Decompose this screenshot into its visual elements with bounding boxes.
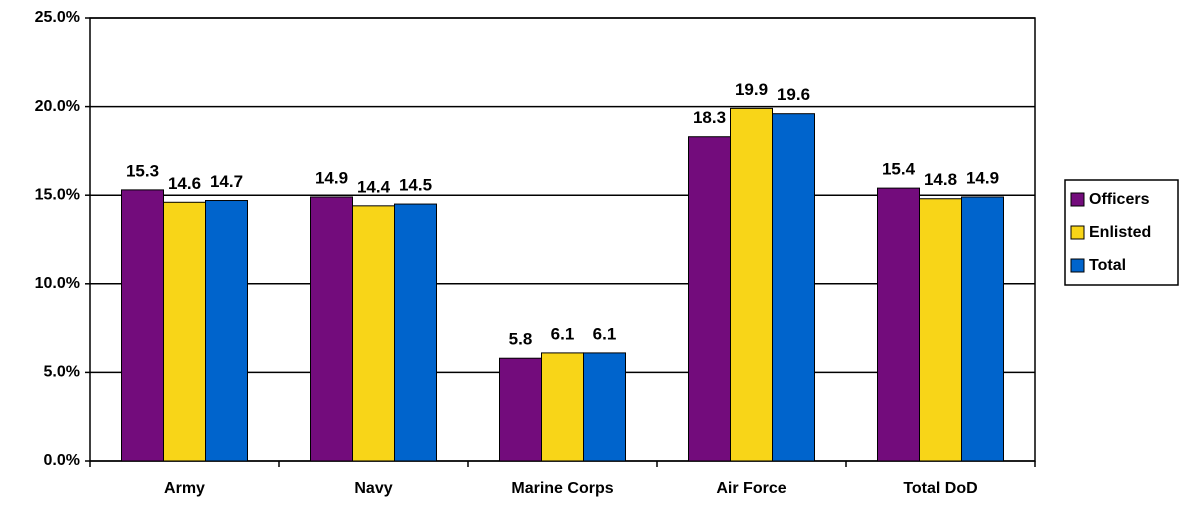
y-tick-label: 10.0%: [35, 275, 80, 292]
value-label: 6.1: [593, 324, 617, 343]
value-label: 14.9: [315, 168, 348, 187]
legend-label: Officers: [1089, 191, 1150, 208]
y-tick-label: 5.0%: [44, 364, 80, 381]
y-tick-label: 20.0%: [35, 98, 80, 115]
y-tick-label: 15.0%: [35, 186, 80, 203]
bar: [121, 189, 164, 462]
bar: [205, 200, 248, 462]
y-tick-label: 0.0%: [44, 452, 80, 469]
y-tick-label: 25.0%: [35, 9, 80, 26]
bar: [919, 198, 962, 462]
bar: [583, 352, 626, 462]
legend-swatch: [1070, 225, 1085, 240]
value-label: 14.9: [966, 168, 999, 187]
x-tick-label: Air Force: [716, 480, 786, 497]
bar: [772, 113, 815, 462]
bar: [541, 352, 584, 462]
x-tick-label: Total DoD: [903, 480, 977, 497]
value-label: 14.7: [210, 172, 243, 191]
value-label: 14.5: [399, 176, 432, 195]
bar: [163, 201, 206, 462]
x-tick-label: Marine Corps: [511, 480, 613, 497]
value-label: 18.3: [693, 108, 726, 127]
value-label: 15.4: [882, 160, 916, 179]
value-label: 19.9: [735, 80, 768, 99]
value-label: 6.1: [551, 324, 575, 343]
x-tick-label: Army: [164, 480, 205, 497]
value-label: 14.4: [357, 177, 391, 196]
value-label: 19.6: [777, 85, 810, 104]
value-label: 14.6: [168, 174, 201, 193]
x-tick-label: Navy: [354, 480, 392, 497]
bar: [352, 205, 395, 462]
value-label: 15.3: [126, 161, 159, 180]
legend-label: Enlisted: [1089, 224, 1151, 241]
legend-swatch: [1070, 258, 1085, 273]
bar: [961, 196, 1004, 462]
bar: [730, 107, 773, 462]
bar: [499, 357, 542, 462]
legend-swatch: [1070, 192, 1085, 207]
bar: [310, 196, 353, 462]
bar: [688, 136, 731, 462]
legend-label: Total: [1089, 257, 1126, 274]
bar: [394, 203, 437, 462]
value-label: 14.8: [924, 170, 957, 189]
value-label: 5.8: [509, 330, 533, 349]
bar: [877, 187, 920, 462]
